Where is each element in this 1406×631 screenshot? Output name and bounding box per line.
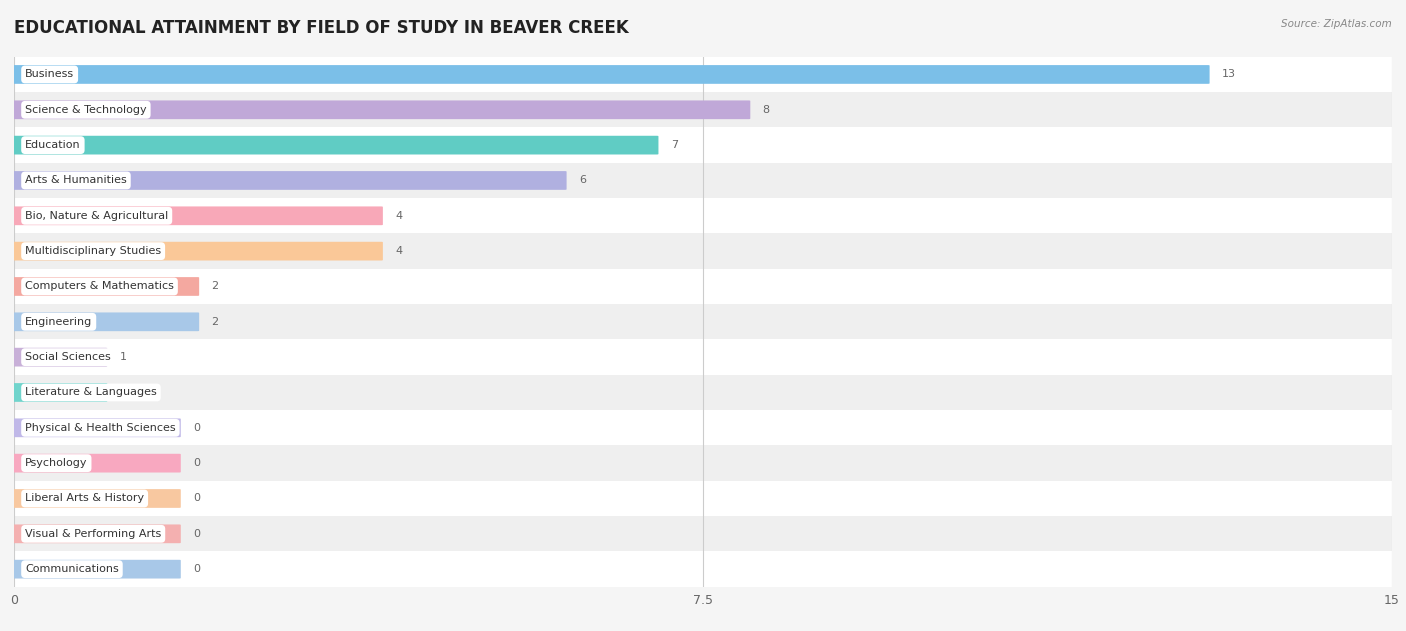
FancyBboxPatch shape xyxy=(13,454,181,473)
Bar xyxy=(14,445,1392,481)
Bar xyxy=(14,551,1392,587)
Bar xyxy=(14,375,1392,410)
Bar xyxy=(14,516,1392,551)
Text: Liberal Arts & History: Liberal Arts & History xyxy=(25,493,145,504)
Text: Computers & Mathematics: Computers & Mathematics xyxy=(25,281,174,292)
Bar xyxy=(14,127,1392,163)
Bar xyxy=(14,304,1392,339)
FancyBboxPatch shape xyxy=(13,418,181,437)
Text: Multidisciplinary Studies: Multidisciplinary Studies xyxy=(25,246,162,256)
FancyBboxPatch shape xyxy=(13,277,200,296)
Text: Source: ZipAtlas.com: Source: ZipAtlas.com xyxy=(1281,19,1392,29)
Bar xyxy=(14,233,1392,269)
Text: Literature & Languages: Literature & Languages xyxy=(25,387,157,398)
Text: 8: 8 xyxy=(762,105,770,115)
Bar xyxy=(14,163,1392,198)
FancyBboxPatch shape xyxy=(13,348,107,367)
Text: 0: 0 xyxy=(193,423,200,433)
Text: 4: 4 xyxy=(395,211,402,221)
Text: 4: 4 xyxy=(395,246,402,256)
Bar xyxy=(14,410,1392,445)
Bar xyxy=(14,198,1392,233)
Text: 7: 7 xyxy=(671,140,678,150)
FancyBboxPatch shape xyxy=(13,171,567,190)
Text: Psychology: Psychology xyxy=(25,458,87,468)
FancyBboxPatch shape xyxy=(13,65,1209,84)
Bar xyxy=(14,481,1392,516)
FancyBboxPatch shape xyxy=(13,206,382,225)
FancyBboxPatch shape xyxy=(13,136,658,155)
Text: Arts & Humanities: Arts & Humanities xyxy=(25,175,127,186)
FancyBboxPatch shape xyxy=(13,383,107,402)
Text: Physical & Health Sciences: Physical & Health Sciences xyxy=(25,423,176,433)
Text: Science & Technology: Science & Technology xyxy=(25,105,146,115)
FancyBboxPatch shape xyxy=(13,312,200,331)
Text: Bio, Nature & Agricultural: Bio, Nature & Agricultural xyxy=(25,211,169,221)
FancyBboxPatch shape xyxy=(13,100,751,119)
Text: Education: Education xyxy=(25,140,80,150)
Text: EDUCATIONAL ATTAINMENT BY FIELD OF STUDY IN BEAVER CREEK: EDUCATIONAL ATTAINMENT BY FIELD OF STUDY… xyxy=(14,19,628,37)
Text: 1: 1 xyxy=(120,387,127,398)
Bar xyxy=(14,339,1392,375)
Text: 13: 13 xyxy=(1222,69,1236,80)
Text: 6: 6 xyxy=(579,175,586,186)
Text: 0: 0 xyxy=(193,458,200,468)
Text: 1: 1 xyxy=(120,352,127,362)
FancyBboxPatch shape xyxy=(13,560,181,579)
Text: Communications: Communications xyxy=(25,564,120,574)
Text: 0: 0 xyxy=(193,564,200,574)
Bar xyxy=(14,92,1392,127)
Text: 0: 0 xyxy=(193,493,200,504)
Text: Social Sciences: Social Sciences xyxy=(25,352,111,362)
FancyBboxPatch shape xyxy=(13,524,181,543)
Text: 2: 2 xyxy=(211,281,219,292)
Bar xyxy=(14,269,1392,304)
Text: 2: 2 xyxy=(211,317,219,327)
FancyBboxPatch shape xyxy=(13,489,181,508)
Text: Visual & Performing Arts: Visual & Performing Arts xyxy=(25,529,162,539)
Text: 0: 0 xyxy=(193,529,200,539)
Text: Business: Business xyxy=(25,69,75,80)
Text: Engineering: Engineering xyxy=(25,317,93,327)
FancyBboxPatch shape xyxy=(13,242,382,261)
Bar xyxy=(14,57,1392,92)
